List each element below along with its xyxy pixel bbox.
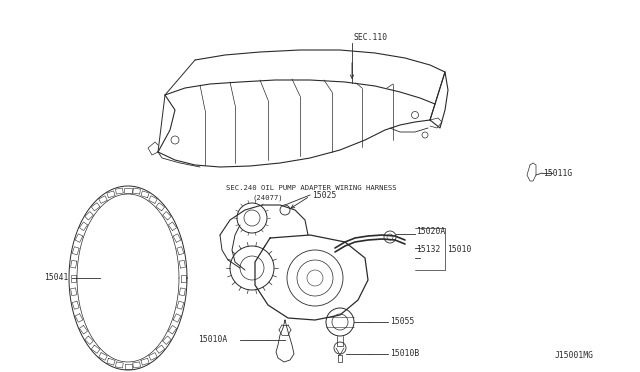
Text: 15020A: 15020A: [416, 227, 445, 235]
Text: SEC.110: SEC.110: [353, 33, 387, 42]
Text: 15055: 15055: [390, 317, 414, 327]
Text: 15011G: 15011G: [543, 169, 572, 177]
Text: J15001MG: J15001MG: [555, 350, 594, 359]
Text: SEC.240 OIL PUMP ADAPTER WIRING HARNESS: SEC.240 OIL PUMP ADAPTER WIRING HARNESS: [226, 185, 397, 191]
Text: 15025: 15025: [312, 190, 337, 199]
Text: 15132: 15132: [416, 246, 440, 254]
Text: 15041: 15041: [44, 273, 68, 282]
Text: 15010A: 15010A: [198, 336, 227, 344]
Text: 15010: 15010: [447, 246, 472, 254]
Text: (24077): (24077): [252, 195, 283, 201]
Text: 15010B: 15010B: [390, 350, 419, 359]
